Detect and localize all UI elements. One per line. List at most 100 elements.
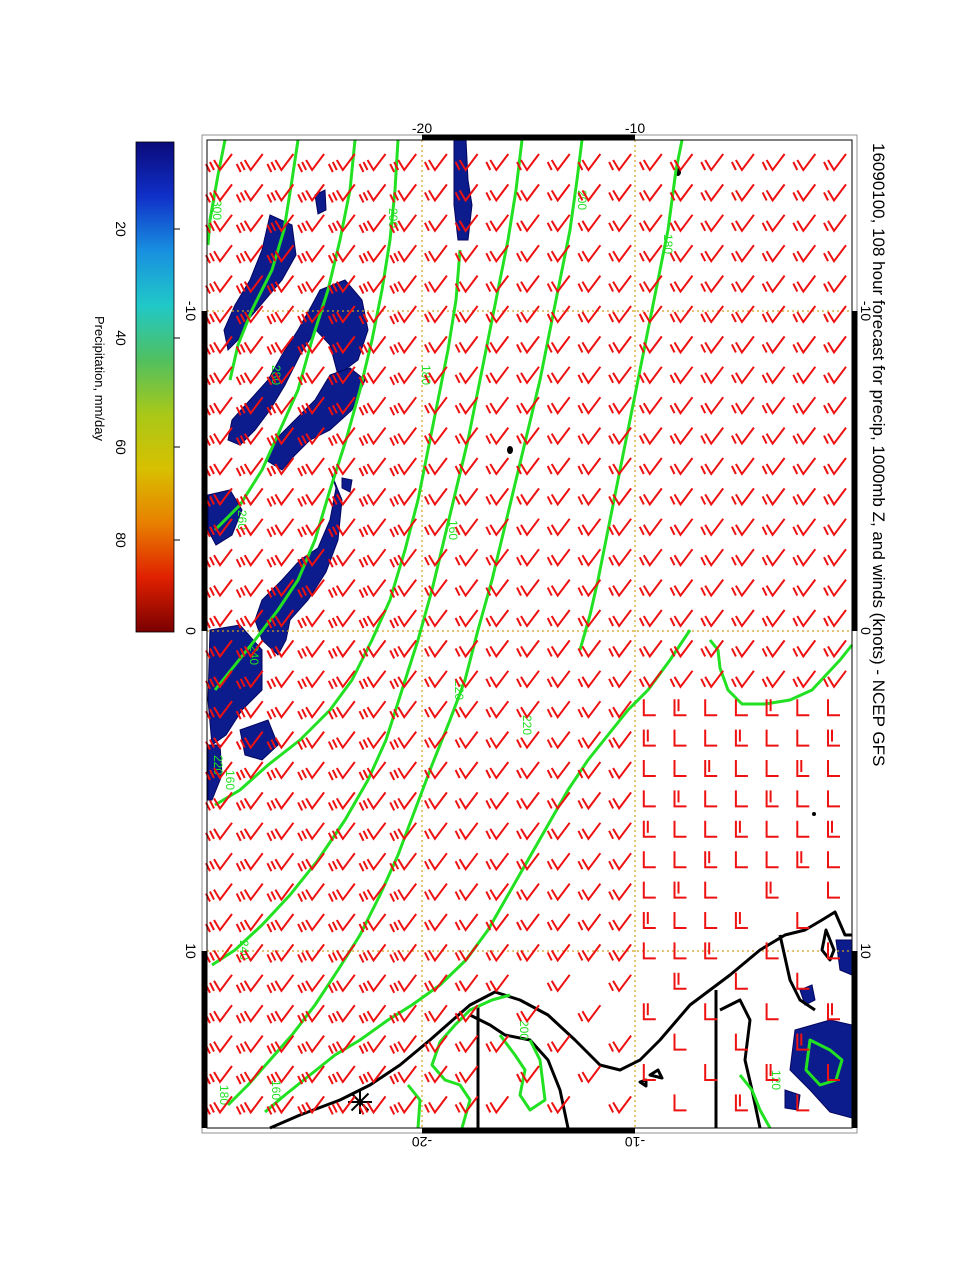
wind-barb-shaft	[489, 730, 510, 750]
wind-barb	[823, 153, 847, 172]
wind-barb-shaft	[642, 699, 656, 717]
wind-barb-flag	[761, 283, 768, 293]
wind-barb-shaft	[704, 214, 725, 233]
wind-barb-shaft	[274, 578, 295, 598]
wind-barb	[642, 1003, 656, 1021]
contour-label: 200	[517, 1020, 531, 1040]
wind-barb-shaft	[612, 882, 632, 902]
wind-barb-flag	[424, 1103, 430, 1113]
wind-barb-shaft	[335, 578, 356, 598]
wind-barb-flag	[362, 252, 369, 262]
wind-barb-flag	[297, 589, 303, 599]
wind-barb	[266, 670, 295, 690]
wind-barb	[731, 214, 755, 233]
wind-barb-flag	[669, 191, 676, 201]
wind-barb-shaft	[213, 700, 233, 719]
wind-barb-flag	[454, 982, 461, 992]
wind-barb-shaft	[520, 275, 540, 294]
wind-barb	[297, 852, 325, 872]
wind-barb	[389, 1004, 418, 1024]
longitude-tick-label: 10	[183, 943, 199, 959]
wind-barb-shaft	[796, 699, 810, 717]
wind-barb-shaft	[827, 790, 840, 808]
wind-barb-flag	[393, 647, 400, 657]
wind-barb	[608, 244, 632, 263]
wind-barb-flag	[761, 313, 768, 323]
wind-barb-flag	[608, 526, 614, 536]
wind-barb-flag	[546, 769, 553, 779]
wind-barb-flag	[209, 313, 215, 323]
wind-barb-shaft	[489, 427, 510, 446]
wind-barb-shaft	[428, 518, 448, 537]
wind-barb	[577, 427, 602, 446]
wind-barb-shaft	[274, 670, 295, 689]
wind-barb	[577, 214, 602, 233]
wind-barb-flag	[389, 953, 396, 963]
wind-barb-shaft	[274, 1004, 295, 1023]
wind-barb-flag	[297, 649, 303, 659]
wind-barb-flag	[454, 647, 461, 657]
wind-barb-shaft	[243, 700, 264, 719]
wind-barb-shaft	[796, 153, 817, 172]
wind-barb-flag	[270, 465, 277, 475]
wind-barb-flag	[700, 161, 707, 171]
wind-barb-flag	[389, 832, 396, 842]
wind-barb-flag	[239, 1103, 246, 1113]
wind-barb-flag	[389, 1014, 396, 1024]
wind-barb-shaft	[489, 943, 510, 963]
wind-barb-shaft	[397, 1095, 418, 1115]
wind-barb	[327, 943, 356, 963]
wind-barb-flag	[301, 374, 307, 384]
wind-barb	[608, 275, 632, 294]
wind-barb-flag	[209, 982, 215, 992]
wind-barb-shaft	[581, 943, 602, 963]
wind-barb-shaft	[796, 396, 817, 415]
wind-barb	[546, 852, 571, 871]
wind-barb-shaft	[366, 791, 387, 811]
wind-barb-flag	[608, 921, 614, 931]
wind-barb-shaft	[243, 1034, 264, 1054]
wind-barb-flag	[608, 283, 614, 293]
wind-barb	[516, 183, 540, 203]
wind-barb-flag	[424, 617, 430, 627]
wind-barb-flag	[358, 254, 365, 264]
wind-barb-shaft	[489, 1095, 510, 1115]
wind-barb-shaft	[704, 487, 725, 507]
wind-barb-flag	[362, 404, 369, 414]
wind-barb	[792, 396, 817, 415]
wind-barb-shaft	[765, 1003, 779, 1021]
wind-barb-shaft	[305, 822, 325, 841]
wind-barb-shaft	[581, 639, 602, 659]
wind-barb	[358, 457, 387, 477]
wind-barb	[516, 518, 540, 537]
wind-barb-flag	[454, 708, 461, 718]
wind-barb	[266, 1004, 295, 1024]
wind-barb-flag	[669, 283, 676, 293]
wind-barb-shaft	[274, 518, 295, 537]
wind-barb-flag	[297, 619, 303, 629]
wind-barb	[327, 1095, 356, 1115]
wind-barb-shaft	[458, 1004, 479, 1023]
wind-barb-shaft	[765, 790, 779, 808]
wind-barb-flag	[700, 374, 707, 384]
wind-barb-flag	[393, 465, 400, 475]
wind-barb-flag	[516, 252, 522, 262]
wind-barb-flag	[358, 619, 365, 629]
wind-barb-flag	[297, 406, 303, 416]
wind-barb-flag	[389, 406, 396, 416]
wind-barb	[796, 729, 810, 747]
wind-barb-flag	[270, 556, 277, 566]
contour-line	[213, 139, 357, 532]
wind-barb-flag	[761, 222, 768, 232]
wind-barb-flag	[393, 799, 400, 809]
wind-barb	[389, 822, 418, 842]
wind-barb-shaft	[397, 1034, 418, 1054]
wind-barb	[424, 1095, 448, 1115]
wind-barb	[235, 1004, 264, 1024]
wind-barb-shaft	[243, 518, 264, 537]
wind-barb	[546, 214, 571, 233]
wind-barb-flag	[239, 739, 246, 749]
wind-barb-flag	[266, 193, 273, 203]
wind-barb-flag	[454, 678, 461, 688]
wind-barb	[827, 729, 840, 747]
